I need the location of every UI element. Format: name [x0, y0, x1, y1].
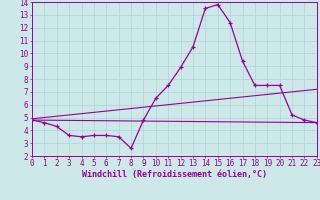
- X-axis label: Windchill (Refroidissement éolien,°C): Windchill (Refroidissement éolien,°C): [82, 170, 267, 179]
